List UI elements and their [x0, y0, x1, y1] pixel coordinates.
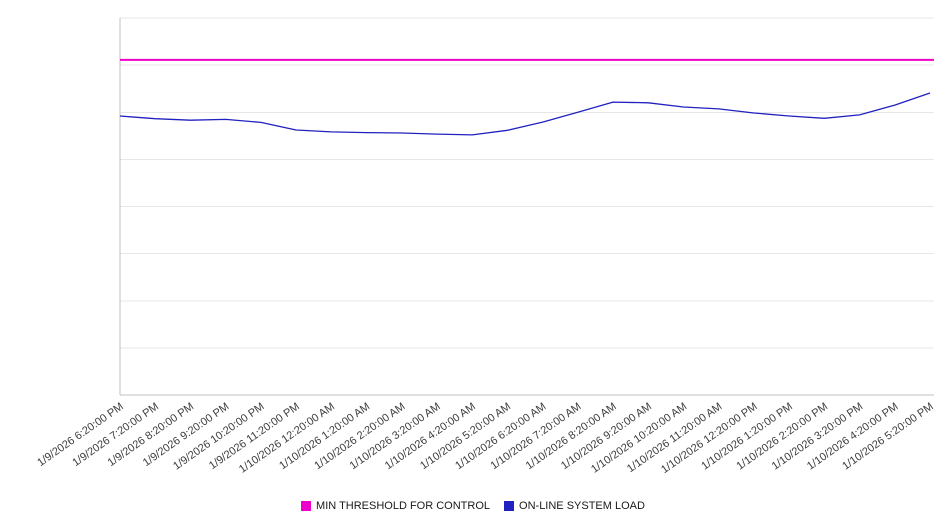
plot-area: 1/9/2026 6:20:00 PM1/9/2026 7:20:00 PM1/… — [35, 17, 936, 476]
threshold-swatch — [301, 501, 312, 511]
legend-item-system-load: ON-LINE SYSTEM LOAD — [504, 500, 645, 512]
legend-label-min-threshold: MIN THRESHOLD FOR CONTROL — [316, 500, 491, 512]
online-system-load-line — [119, 92, 931, 136]
legend-label-system-load: ON-LINE SYSTEM LOAD — [519, 500, 645, 512]
legend-item-min-threshold: MIN THRESHOLD FOR CONTROL — [301, 500, 490, 512]
chart-legend: MIN THRESHOLD FOR CONTROL ON-LINE SYSTEM… — [0, 498, 946, 514]
load-swatch — [504, 501, 515, 511]
